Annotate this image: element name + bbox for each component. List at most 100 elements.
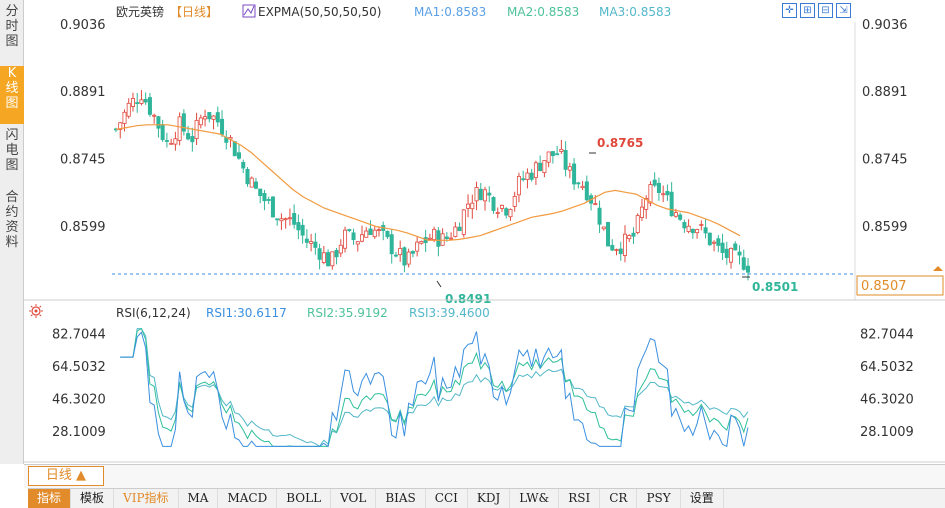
candle-body [567, 166, 572, 171]
tab-timeshare[interactable]: 分时图 [5, 4, 19, 49]
candle-body [529, 172, 534, 180]
candle-body [597, 207, 602, 225]
candle-body [313, 241, 318, 248]
zoom-in-icon[interactable]: ⊞ [800, 3, 815, 18]
crosshair-icon[interactable]: ✛ [782, 3, 797, 18]
candle-body [118, 122, 123, 130]
candle-body [673, 212, 678, 217]
candle-body [147, 97, 152, 115]
tool-rsi[interactable]: RSI [559, 489, 601, 508]
low-marker [436, 280, 442, 288]
candle-body [173, 138, 178, 145]
tool-psy[interactable]: PSY [637, 489, 681, 508]
fullscreen-icon[interactable]: ⇲ [836, 3, 851, 18]
candle-body [237, 152, 242, 159]
candle-body [143, 98, 148, 103]
candle-body [483, 189, 488, 202]
candle-body [631, 232, 636, 237]
candle-body [355, 241, 360, 245]
tool-bias[interactable]: BIAS [376, 489, 426, 508]
candle-body [406, 251, 411, 265]
candle-body [724, 248, 729, 259]
expma-line [115, 124, 741, 241]
candle-body [644, 198, 649, 210]
candle-body [466, 203, 471, 209]
candle-body [283, 218, 288, 221]
rsi-tick-label-left: 46.3020 [52, 392, 106, 407]
tab-contract-info[interactable]: 合约资料 [5, 190, 19, 250]
tool-lw[interactable]: LW& [510, 489, 560, 508]
period-select-button[interactable]: 日线 ▲ [28, 466, 104, 486]
candle-body [249, 177, 254, 188]
candle-body [198, 117, 203, 126]
candle-body [699, 224, 704, 226]
candle-body [321, 252, 326, 263]
price-tick-label-right: 0.8891 [862, 85, 908, 100]
candle-body [334, 249, 339, 258]
candle-body [402, 247, 407, 266]
candle-body [287, 217, 292, 220]
candle-body [262, 192, 267, 202]
tool-cr[interactable]: CR [600, 489, 638, 508]
candle-body [733, 243, 738, 251]
candle-body [525, 172, 530, 180]
candle-body [648, 184, 653, 204]
tool-ma[interactable]: MA [179, 489, 219, 508]
tool-boll[interactable]: BOLL [277, 489, 332, 508]
candle-body [122, 111, 127, 124]
rsi-tick-label-right: 64.5032 [860, 360, 914, 375]
candle-body [669, 191, 674, 217]
ma2-value: MA2:0.8583 [507, 5, 579, 19]
candle-body [542, 160, 547, 174]
zoom-out-icon[interactable]: ⊟ [818, 3, 833, 18]
candle-body [181, 113, 186, 132]
candle-body [432, 228, 437, 241]
candle-body [746, 265, 751, 273]
candle-body [338, 244, 343, 254]
current-price-box [856, 275, 944, 296]
candle-body [211, 115, 216, 120]
candle-body [593, 203, 598, 206]
kline-chart[interactable]: 欧元英镑 【日线】 EXPMA(50,50,50,50) MA1:0.8583 … [0, 0, 945, 464]
rsi2-value: RSI2:35.9192 [307, 306, 388, 320]
chart-tool-icons: ✛ ⊞ ⊟ ⇲ [782, 3, 851, 18]
candle-body [135, 102, 140, 104]
candle-body [618, 248, 623, 255]
tool-template[interactable]: 模板 [71, 489, 115, 508]
tool-vip-indicator[interactable]: VIP指标 [114, 489, 179, 508]
candle-body [576, 182, 581, 185]
price-tick-label-left: 0.8891 [60, 85, 106, 100]
candle-body [164, 140, 169, 142]
candle-body [317, 248, 322, 260]
high-annotation: 0.8765 [597, 136, 643, 150]
candle-body [186, 133, 191, 140]
candle-body [559, 148, 564, 152]
tool-macd[interactable]: MACD [218, 489, 278, 508]
price-tick-label-right: 0.9036 [862, 18, 908, 33]
tool-cci[interactable]: CCI [426, 489, 468, 508]
candle-body [376, 229, 381, 232]
candle-body [410, 251, 415, 254]
candle-body [546, 151, 551, 163]
tab-flash[interactable]: 闪电图 [5, 128, 19, 173]
candle-body [563, 150, 568, 170]
tool-kdj[interactable]: KDJ [468, 489, 511, 508]
candle-body [343, 229, 348, 249]
tool-settings[interactable]: 设置 [681, 489, 724, 508]
tool-vol[interactable]: VOL [331, 489, 377, 508]
candle-body [360, 234, 365, 242]
symbol-name: 欧元英镑 [116, 4, 164, 19]
candle-body [393, 254, 398, 257]
candle-body [368, 228, 373, 236]
candle-body [572, 163, 577, 185]
candle-body [682, 221, 687, 229]
candle-body [461, 209, 466, 235]
candle-body [419, 241, 424, 244]
candle-body [275, 218, 280, 221]
candle-body [533, 162, 538, 178]
tool-indicator[interactable]: 指标 [28, 489, 72, 508]
rsi-settings-icon[interactable] [29, 304, 43, 318]
candle-body [232, 141, 237, 157]
candle-body [550, 151, 555, 157]
